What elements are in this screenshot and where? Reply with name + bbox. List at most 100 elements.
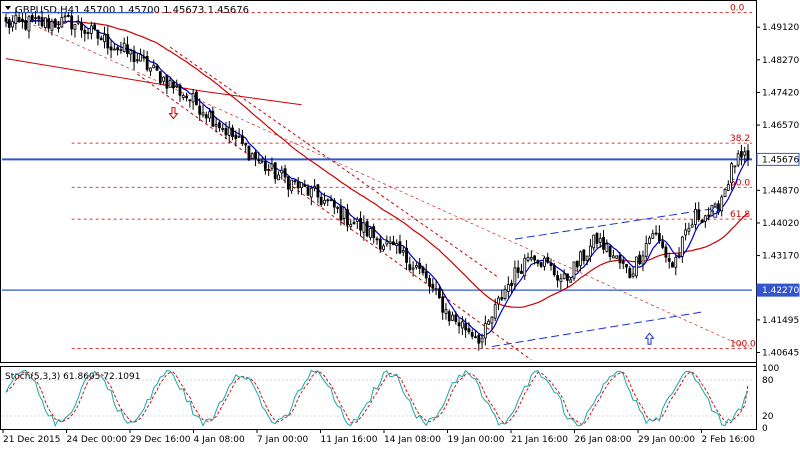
candle-up	[14, 14, 18, 24]
candle-down	[283, 168, 287, 178]
price-tick-label: 1.43170	[762, 252, 799, 262]
time-axis[interactable]: 21 Dec 2015 24 Dec 00:00 29 Dec 16:00 4 Jan…	[2, 429, 755, 445]
candle-up	[237, 135, 241, 138]
candle-down	[30, 15, 34, 21]
candle-down	[566, 273, 569, 281]
candle-up	[362, 222, 366, 233]
candle-down	[116, 47, 120, 51]
candle-up	[388, 241, 392, 244]
candle-up	[139, 54, 143, 62]
candle-down	[37, 16, 41, 20]
candle-down	[740, 151, 743, 158]
candle-down	[428, 278, 431, 287]
fibonacci-retracement[interactable]: 0.0 38.2 50.0 61.8 100.0	[5, 4, 756, 350]
candle-down	[697, 209, 701, 220]
candle-down	[595, 233, 599, 244]
candle-up	[434, 288, 438, 291]
stochastic-oscillator	[2, 369, 752, 427]
candle-down	[66, 15, 70, 17]
candle-down	[254, 152, 257, 159]
stoch-tick-label: 20	[762, 412, 774, 422]
candle-down	[628, 268, 632, 278]
candle-down	[155, 65, 159, 71]
time-tick-label: 11 Jan 16:00	[321, 435, 378, 445]
candle-down	[70, 15, 74, 30]
time-tick-label: 24 Dec 00:00	[67, 435, 128, 445]
candle-down	[24, 20, 28, 30]
candle-down	[267, 168, 271, 171]
candle-up	[480, 337, 484, 343]
candle-down	[375, 238, 379, 241]
chart-header: GBPUSD,H4 1.45700 1.45700 1.45673 1.4567…	[5, 5, 249, 16]
buy-arrow-icon-2	[710, 205, 721, 218]
candle-down	[365, 221, 369, 237]
candle-down	[218, 122, 221, 129]
candle-down	[339, 205, 343, 221]
candle-down	[296, 181, 300, 189]
candle-up	[336, 206, 340, 209]
candle-up	[460, 321, 464, 329]
candle-up	[451, 314, 454, 321]
candle-up	[227, 127, 231, 136]
candle-up	[726, 184, 730, 191]
candle-down	[7, 19, 11, 28]
fib-level-label: 100.0	[730, 339, 756, 349]
price-tick-label: 1.41495	[762, 316, 799, 326]
candle-down	[457, 322, 461, 327]
candle-up	[723, 188, 727, 198]
candle-up	[119, 49, 123, 51]
candle-up	[191, 93, 195, 103]
candle-down	[474, 336, 477, 339]
candle-up	[149, 67, 152, 72]
stoch-tick-label: 80	[762, 376, 774, 386]
price-tick-label: 1.44020	[762, 219, 799, 229]
candle-down	[332, 200, 336, 208]
candle-up	[487, 320, 491, 325]
candle-up	[309, 187, 313, 198]
price-tick-label: 1.47420	[762, 88, 799, 98]
price-axis[interactable]: 1.49120 1.48270 1.47420 1.46570 1.45676 1.448…	[756, 0, 800, 430]
downtrend-channel-upper	[169, 46, 499, 278]
current-price-box	[756, 152, 800, 166]
candle-down	[109, 46, 113, 51]
candle-up	[73, 24, 77, 30]
dropdown-icon[interactable]	[5, 6, 11, 10]
candle-down	[667, 258, 671, 262]
time-tick-label: 4 Jan 08:00	[194, 435, 246, 445]
candle-down	[142, 56, 146, 59]
candle-down	[717, 203, 720, 213]
time-tick-label: 7 Jan 00:00	[257, 435, 309, 445]
candle-down	[392, 241, 395, 246]
candle-down	[470, 332, 474, 337]
candle-up	[687, 227, 691, 232]
candle-up	[684, 229, 688, 236]
candle-up	[122, 42, 126, 53]
candle-down	[165, 74, 169, 89]
candle-down	[575, 260, 579, 268]
candle-up	[57, 27, 60, 30]
candle-down	[47, 18, 51, 29]
candle-up	[694, 208, 697, 225]
time-tick-label: 29 Jan 00:00	[638, 435, 695, 445]
candle-down	[293, 180, 297, 183]
horizontal-lines[interactable]	[2, 11, 752, 291]
candle-up	[277, 174, 280, 181]
candle-down	[654, 232, 658, 235]
candle-up	[27, 16, 31, 32]
candle-down	[319, 196, 323, 205]
candle-up	[579, 251, 582, 267]
candle-up	[720, 196, 724, 212]
candle-down	[80, 22, 83, 31]
candle-up	[11, 21, 14, 28]
candle-up	[63, 15, 67, 18]
candle-down	[247, 145, 251, 161]
candle-up	[250, 153, 254, 159]
candle-up	[411, 267, 415, 270]
candle-up	[497, 297, 500, 305]
candle-up	[506, 284, 510, 292]
candle-down	[664, 246, 668, 258]
candle-down	[431, 283, 435, 289]
buy-arrow-icon	[644, 332, 655, 345]
candle-down	[303, 184, 307, 187]
